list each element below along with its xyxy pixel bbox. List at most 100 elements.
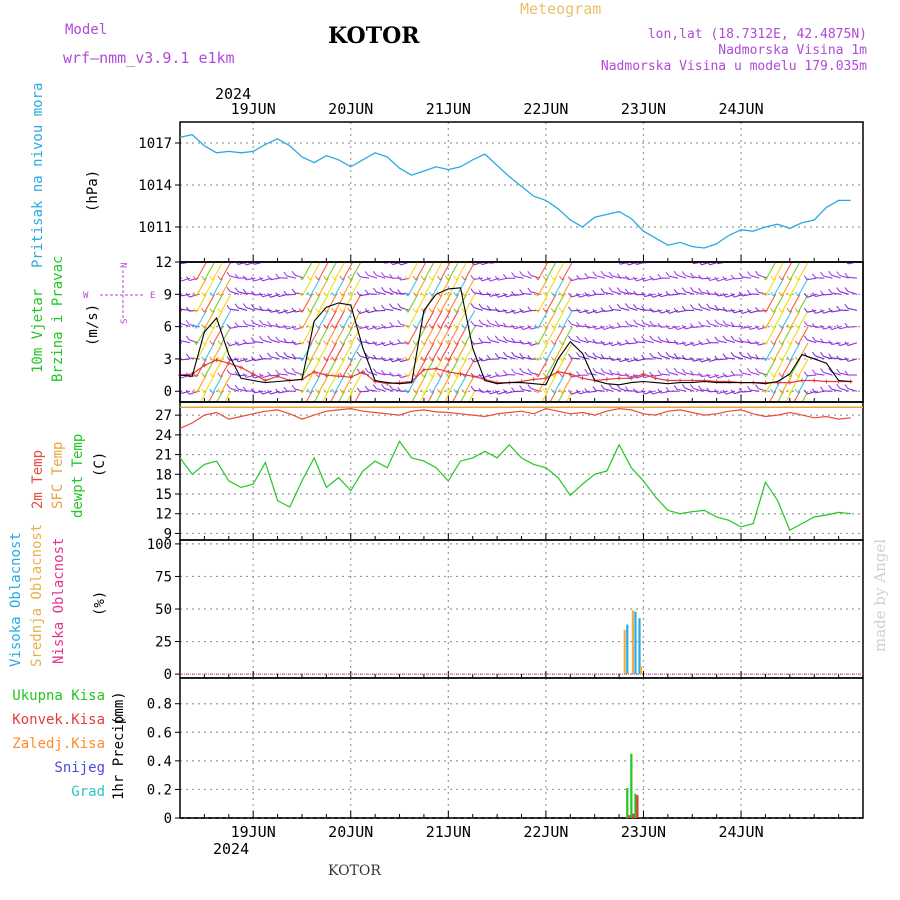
wind-barb-flag	[706, 303, 711, 309]
pressure-unit: (hPa)	[85, 170, 101, 212]
gust-marker	[690, 378, 695, 383]
wind-barb-flag	[404, 275, 409, 281]
wind-barb	[489, 323, 500, 328]
wind-barb-flag	[706, 387, 711, 393]
wind-barb	[384, 342, 394, 347]
y-tick-label: 18	[155, 467, 172, 483]
wind-barb-flag	[844, 272, 849, 278]
wind-barb	[603, 371, 614, 376]
wind-barb-flag	[201, 324, 205, 329]
wind-barb-flag	[558, 275, 563, 281]
wind-barb-flag	[616, 322, 621, 327]
wind-barb	[595, 389, 605, 392]
wind-barb	[427, 390, 435, 402]
wind-barb-flag	[528, 257, 531, 261]
wind-ylabel2: Brzina i Pravac	[50, 256, 66, 382]
wind-barb-flag	[314, 291, 319, 297]
wind-barb-flag	[527, 287, 532, 293]
wind-barb	[781, 294, 793, 313]
gust-marker	[653, 376, 658, 381]
wind-barb	[571, 293, 581, 298]
wind-barb-flag	[778, 308, 783, 313]
wind-barb-flag	[250, 356, 255, 361]
wind-barb-flag	[550, 324, 555, 329]
wind-barb-flag	[755, 384, 759, 389]
wind-barb-flag	[494, 320, 499, 326]
wind-barb	[481, 390, 492, 393]
wind-barb	[831, 326, 841, 331]
wind-barb	[652, 293, 662, 298]
wind-barb	[644, 293, 654, 298]
wind-barb	[603, 342, 614, 346]
wind-barb-flag	[794, 324, 799, 329]
wind-barb-flag	[511, 368, 515, 374]
wind-barb-flag	[641, 319, 646, 325]
wind-barb-flag	[397, 386, 402, 392]
wind-barb-flag	[527, 306, 532, 311]
wind-barb-flag	[339, 291, 344, 297]
wind-barb-flag	[649, 275, 654, 281]
wind-barb-flag	[844, 287, 849, 292]
wind-barb-flag	[624, 386, 629, 391]
wind-barb-flag	[291, 307, 296, 313]
wind-barb	[368, 389, 378, 392]
wind-barb	[709, 374, 719, 379]
y-tick-label: 9	[164, 526, 172, 542]
wind-barb-flag	[633, 319, 637, 325]
wind-barb	[668, 293, 679, 296]
wind-barb	[464, 374, 476, 394]
wind-barb	[270, 356, 280, 360]
wind-barb	[254, 293, 264, 296]
wind-barb-flag	[436, 324, 441, 329]
wind-barb-flag	[820, 324, 824, 330]
model-version: wrf–nmm_v3.9.1 e1km	[63, 49, 235, 67]
day-label-bottom: 19JUN	[231, 823, 276, 841]
wind-barb-flag	[331, 308, 336, 313]
wind-barb	[431, 374, 443, 394]
wind-barb-flag	[356, 337, 361, 343]
day-label-bottom: 23JUN	[621, 823, 666, 841]
wind-barb-flag	[339, 324, 344, 329]
wind-barb-flag	[820, 368, 824, 373]
wind-barb-flag	[811, 309, 816, 314]
wind-barb-flag	[786, 308, 791, 313]
wind-barb-flag	[209, 388, 214, 394]
wind-barb-flag	[470, 357, 475, 363]
wind-barb	[522, 292, 532, 295]
wind-barb	[514, 355, 524, 360]
wind-barb-flag	[436, 356, 441, 362]
wind-barb-flag	[738, 387, 743, 393]
wind-barb-flag	[828, 325, 833, 330]
wind-barb	[317, 374, 329, 394]
wind-barb-flag	[665, 290, 670, 296]
wind-barb-flag	[811, 351, 816, 357]
gust-marker	[226, 361, 231, 366]
wind-barb	[785, 390, 793, 402]
y-tick-label: 0.8	[147, 697, 172, 713]
wind-barb-flag	[608, 369, 613, 374]
wind-barb-flag	[243, 262, 247, 266]
gust-marker	[238, 365, 243, 370]
wind-barb-flag	[690, 323, 694, 328]
wind-barb	[644, 339, 654, 344]
wind-barb-flag	[314, 356, 319, 362]
wind-barb	[823, 293, 833, 296]
wind-barb-flag	[584, 323, 589, 329]
wind-barb-flag	[786, 340, 791, 345]
wind-barb	[278, 355, 288, 360]
wind-barb-flag	[397, 303, 402, 308]
gust-marker	[312, 369, 317, 374]
wind-barb-flag	[494, 372, 499, 377]
model-label: Model	[65, 22, 107, 38]
wind-barb	[439, 358, 451, 378]
wind-barb	[545, 310, 557, 329]
wind-barb	[620, 291, 630, 295]
gust-marker	[214, 358, 219, 362]
wind-barb-flag	[811, 323, 816, 328]
wind-barb	[204, 342, 216, 362]
wind-barb	[789, 342, 801, 362]
wind-barb-flag	[193, 356, 197, 362]
wind-barb-flag	[347, 356, 352, 362]
wind-barb	[537, 326, 549, 345]
y-tick-label: 15	[155, 487, 172, 503]
